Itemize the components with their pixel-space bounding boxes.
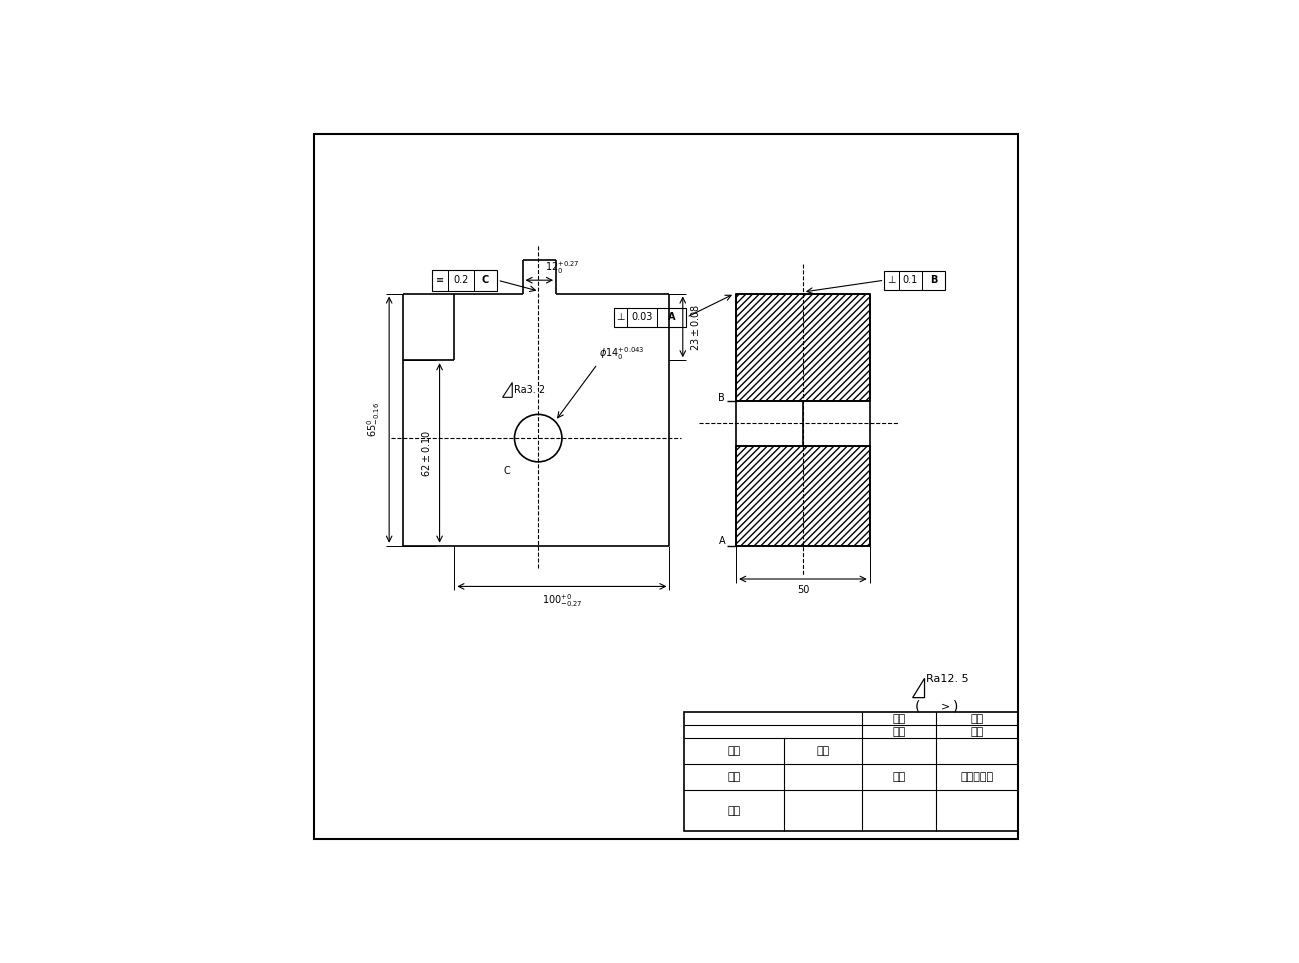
Bar (737, 294, 869, 401)
Bar (885, 271, 946, 290)
Text: ≡: ≡ (436, 275, 444, 285)
Text: 0.03: 0.03 (631, 312, 652, 323)
Bar (685, 713, 1018, 831)
Text: $100^{+0}_{-0.27}$: $100^{+0}_{-0.27}$ (542, 592, 582, 610)
Text: Ra12. 5: Ra12. 5 (926, 674, 969, 685)
Text: 材料: 材料 (970, 714, 983, 724)
Text: 0.2: 0.2 (453, 275, 469, 285)
Text: 比例: 比例 (892, 727, 905, 737)
Bar (737, 446, 869, 546)
Text: $12^{+0.27}_{0}$: $12^{+0.27}_{0}$ (546, 259, 579, 275)
Text: C: C (482, 275, 490, 285)
Text: $65^{0}_{-0.16}$: $65^{0}_{-0.16}$ (365, 403, 382, 437)
Text: C: C (504, 466, 511, 477)
Text: 数量: 数量 (892, 714, 905, 724)
Text: 图号: 图号 (970, 727, 983, 737)
Text: B: B (718, 393, 725, 403)
Bar (614, 307, 686, 326)
Text: $\phi14^{+0.043}_{0}$: $\phi14^{+0.043}_{0}$ (599, 346, 644, 362)
Text: 审阅: 审阅 (727, 806, 740, 816)
Text: A: A (668, 312, 675, 323)
Text: 校名: 校名 (892, 772, 905, 782)
Text: >: > (940, 701, 950, 712)
Text: 0.1: 0.1 (903, 275, 918, 285)
Text: (: ( (914, 699, 921, 714)
Text: 绘图: 绘图 (727, 772, 740, 782)
Text: 设计: 设计 (727, 746, 740, 756)
Text: 日期: 日期 (817, 746, 830, 756)
Text: Ra3. 2: Ra3. 2 (513, 385, 544, 395)
Text: $62\pm0.10$: $62\pm0.10$ (420, 429, 433, 477)
Text: 班级，学号: 班级，学号 (960, 772, 994, 782)
Text: B: B (930, 275, 937, 285)
Text: ): ) (952, 699, 959, 714)
Text: A: A (718, 536, 725, 546)
Bar (433, 270, 498, 291)
Text: ⊥: ⊥ (616, 312, 625, 323)
Text: $23\pm0.08$: $23\pm0.08$ (688, 303, 700, 351)
Text: 50: 50 (796, 585, 809, 595)
Text: ⊥: ⊥ (887, 275, 896, 285)
